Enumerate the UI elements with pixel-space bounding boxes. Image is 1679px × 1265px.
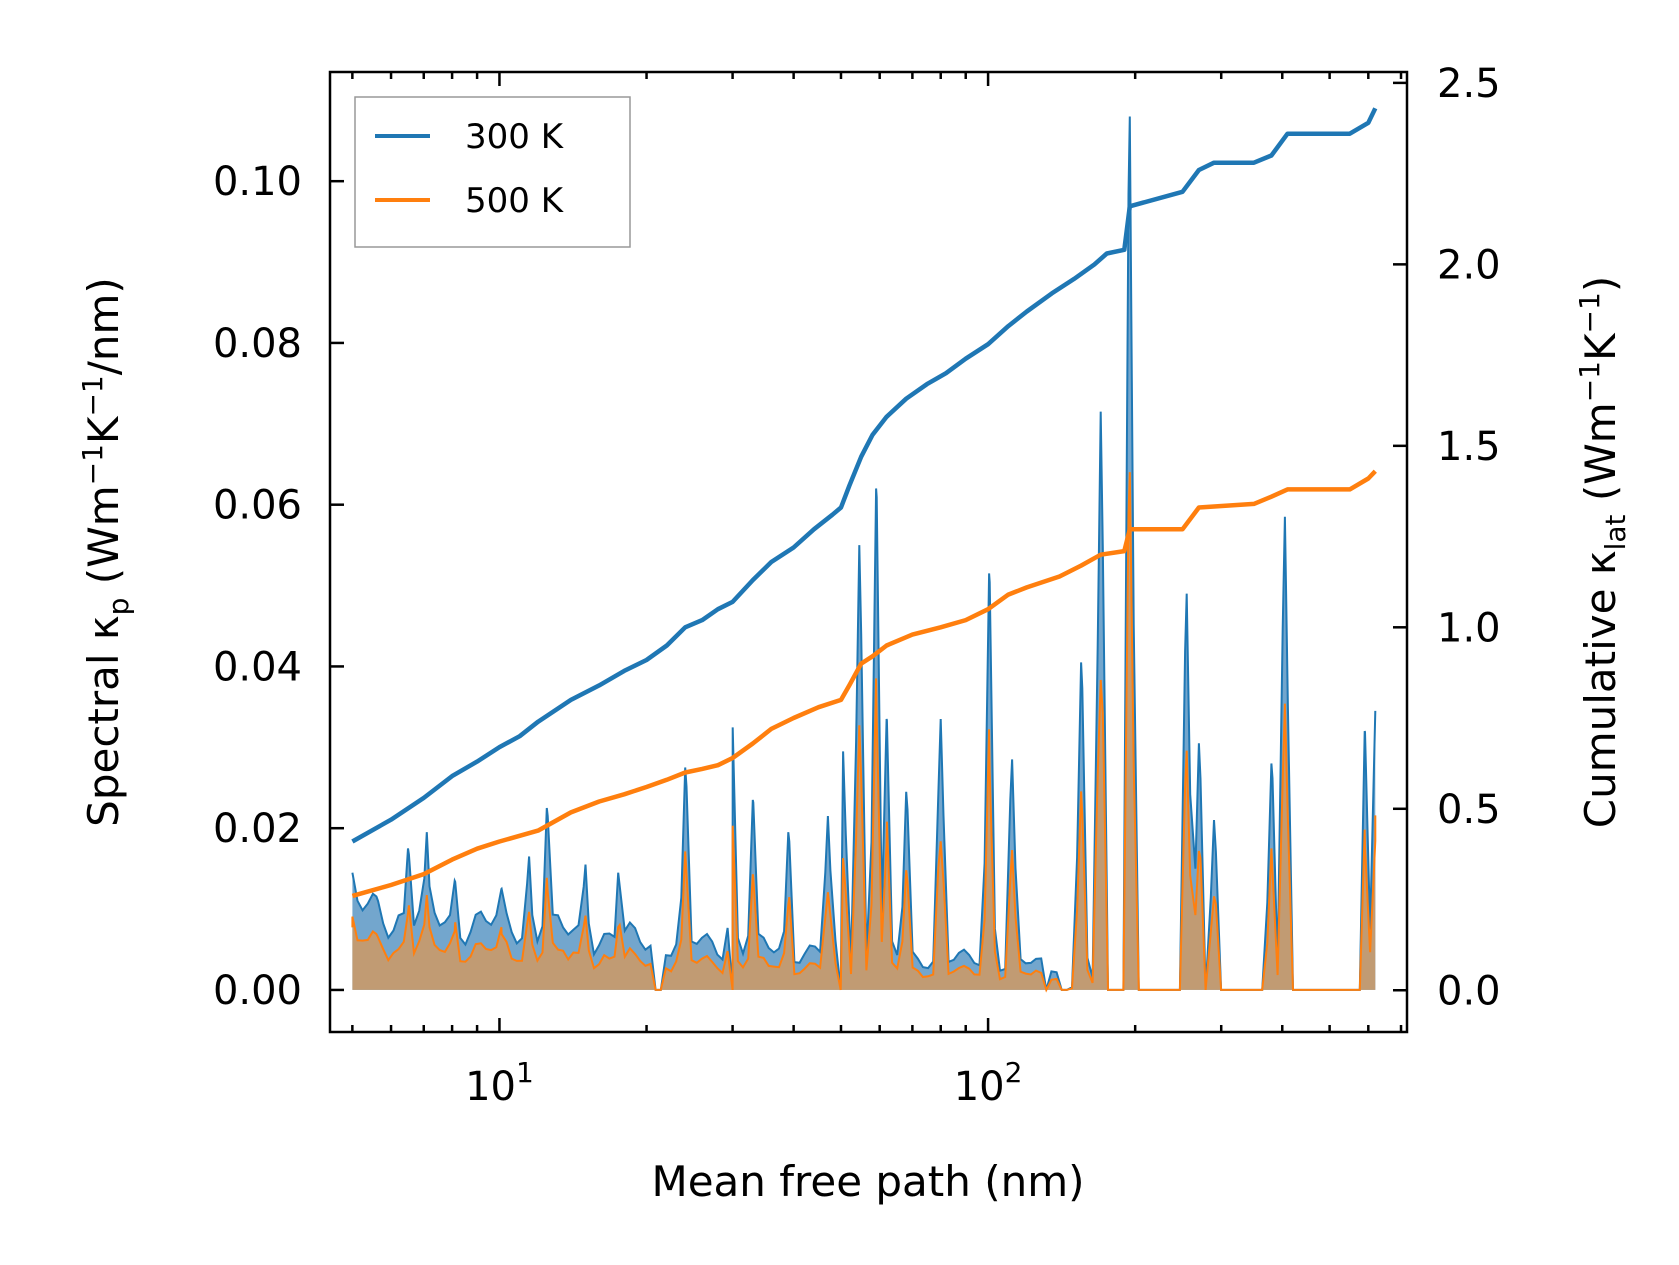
y-left-tick-label: 0.10 bbox=[213, 159, 302, 205]
y-right-sup2: −1 bbox=[1573, 292, 1606, 333]
y-left-tick-label: 0.02 bbox=[213, 806, 302, 852]
spectral-line-300k bbox=[351, 116, 1377, 991]
legend: 300 K 500 K bbox=[354, 96, 631, 248]
y-right-tick-label: 2.0 bbox=[1437, 242, 1501, 288]
cumulative-lines bbox=[351, 107, 1378, 899]
spectral-fills bbox=[351, 116, 1377, 993]
legend-label-300k: 300 K bbox=[465, 117, 565, 157]
plot-area bbox=[351, 107, 1378, 993]
y-right-unit-open: (Wm bbox=[1576, 402, 1625, 514]
y-axis-title-right: Cumulative κlat (Wm−1K−1) bbox=[1573, 276, 1632, 828]
x-tick-label: 102 bbox=[954, 1056, 1023, 1110]
cumulative-line-500k bbox=[351, 469, 1377, 899]
y-left-unit-close: /nm) bbox=[79, 277, 128, 375]
y-right-main: Cumulative κ bbox=[1576, 550, 1625, 828]
plot-frame bbox=[328, 70, 1409, 1034]
y-right-tick-label: 1.0 bbox=[1437, 605, 1501, 651]
y-left-unit-mid: K bbox=[79, 415, 128, 444]
spectral-line-500k bbox=[351, 472, 1377, 993]
y-right-tick-label: 2.5 bbox=[1437, 61, 1501, 107]
legend-label-500k: 500 K bbox=[465, 181, 565, 221]
y-right-tick-label: 1.5 bbox=[1437, 424, 1501, 470]
y-left-tick-label: 0.08 bbox=[213, 321, 302, 367]
y-left-unit-open: (Wm bbox=[79, 485, 128, 597]
y-axis-title-left: Spectral κp (Wm−1K−1/nm) bbox=[76, 277, 135, 827]
y-right-tick-label: 0.5 bbox=[1437, 787, 1501, 833]
y-left-tick-label: 0.00 bbox=[213, 968, 302, 1014]
x-axis-title: Mean free path (nm) bbox=[651, 1157, 1084, 1206]
y-left-main: Spectral κ bbox=[79, 615, 128, 827]
y-right-tick-label: 0.0 bbox=[1437, 968, 1501, 1014]
cumulative-line-300k bbox=[351, 107, 1378, 844]
y-left-tick-label: 0.04 bbox=[213, 644, 302, 690]
y-left-sup2: −1 bbox=[76, 375, 109, 416]
y-right-sup1: −1 bbox=[1573, 361, 1606, 402]
axis-ticks: 101 102 0.00 0.02 0.04 0.06 0.08 0.10 0.0 0.5 1.0 1… bbox=[213, 61, 1501, 1110]
x-tick-label: 101 bbox=[465, 1056, 534, 1110]
y-left-sup1: −1 bbox=[76, 444, 109, 485]
y-left-sub: p bbox=[102, 598, 135, 616]
y-right-sub: lat bbox=[1599, 514, 1632, 550]
legend-box bbox=[354, 96, 631, 248]
y-left-tick-label: 0.06 bbox=[213, 483, 302, 529]
y-right-unit-close: ) bbox=[1576, 276, 1625, 292]
y-right-unit-mid: K bbox=[1576, 332, 1625, 361]
